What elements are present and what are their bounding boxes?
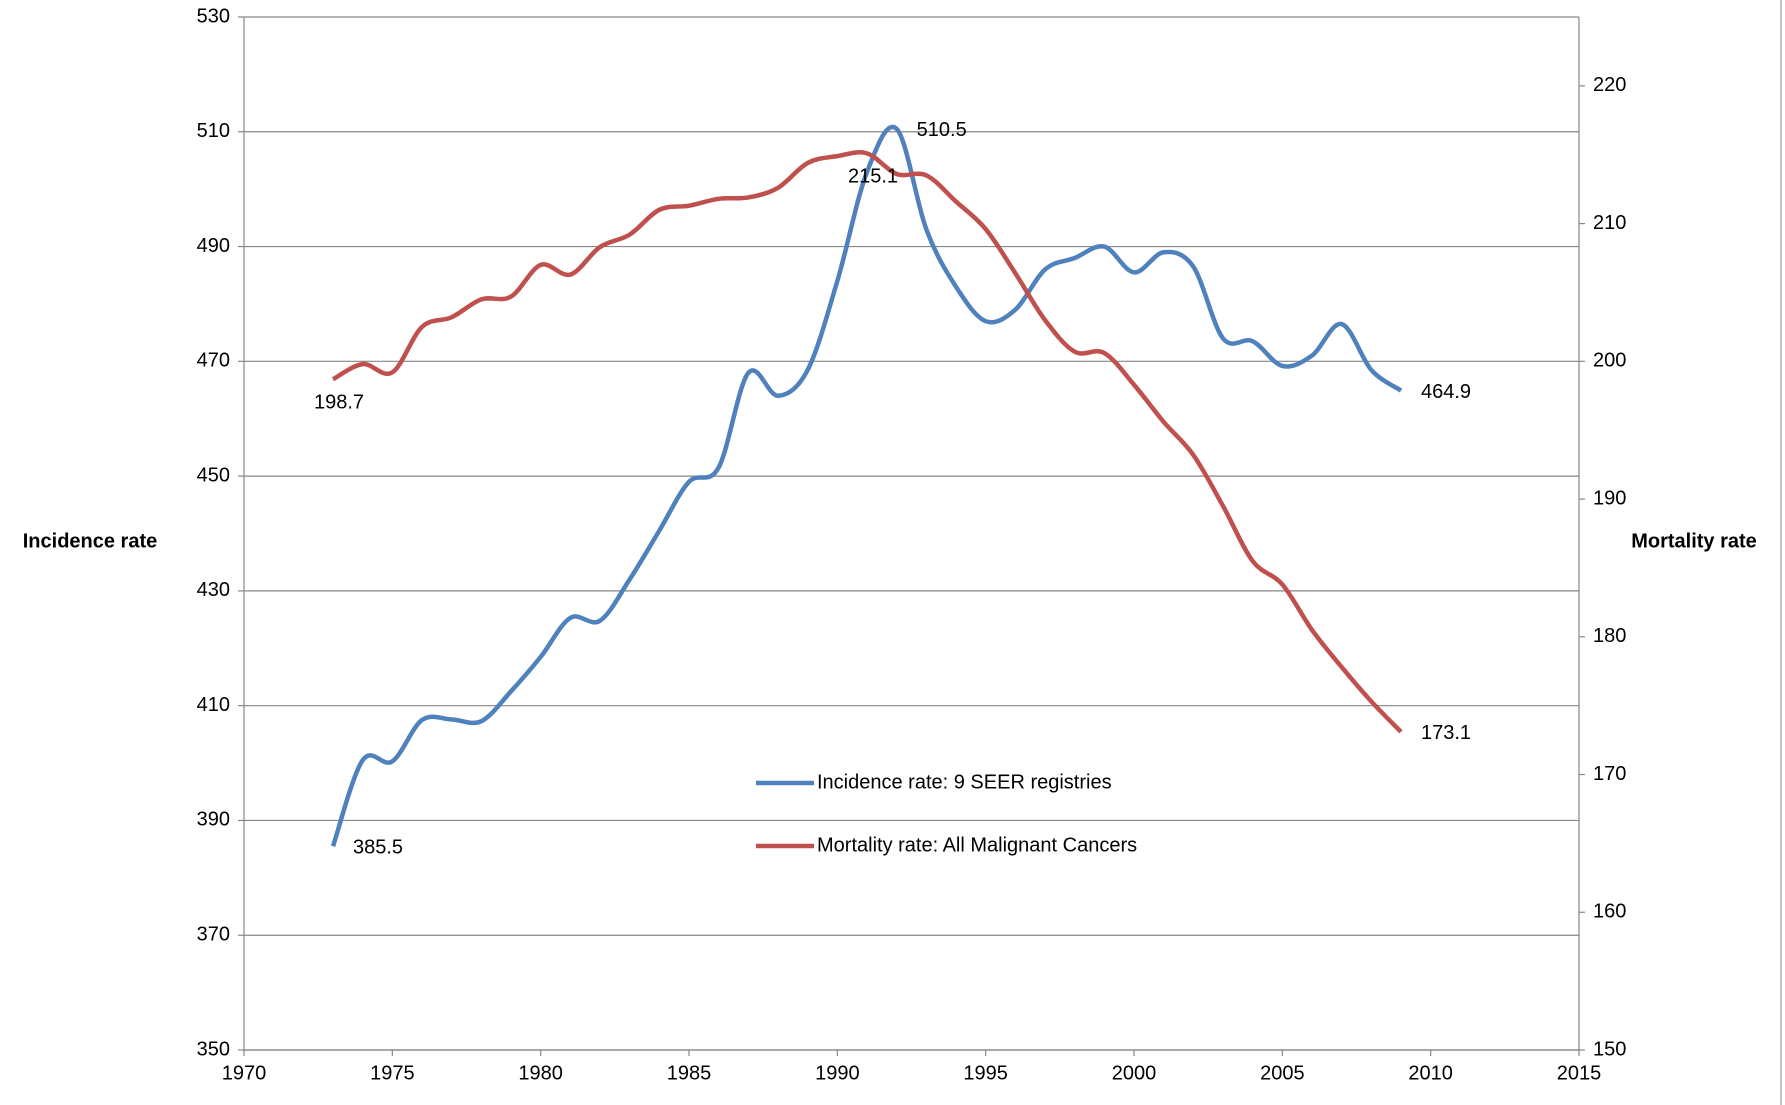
legend-label: Mortality rate: All Malignant Cancers [817, 834, 1137, 856]
x-tick-label: 1975 [370, 1062, 415, 1084]
y2-tick-label: 220 [1593, 74, 1626, 96]
x-tick-label: 2005 [1260, 1062, 1305, 1084]
x-tick-label: 2015 [1557, 1062, 1602, 1084]
y2-tick-label: 150 [1593, 1038, 1626, 1060]
data-label: 464.9 [1421, 381, 1471, 403]
series-line [330, 124, 1403, 848]
y-tick-label: 530 [197, 5, 230, 27]
y-tick-label: 490 [197, 235, 230, 257]
y2-tick-label: 200 [1593, 350, 1626, 372]
data-label: 215.1 [848, 166, 898, 188]
y2-tick-label: 190 [1593, 487, 1626, 509]
y-tick-label: 370 [197, 924, 230, 946]
data-label: 510.5 [917, 119, 967, 141]
y-tick-label: 350 [197, 1038, 230, 1060]
x-tick-label: 2000 [1112, 1062, 1157, 1084]
x-tick-label: 1970 [222, 1062, 267, 1084]
x-tick-label: 1990 [815, 1062, 860, 1084]
legend-label: Incidence rate: 9 SEER registries [817, 771, 1112, 793]
x-tick-label: 1995 [963, 1062, 1008, 1084]
data-label: 198.7 [314, 392, 364, 414]
y-tick-label: 430 [197, 579, 230, 601]
series-line [331, 150, 1403, 734]
y-tick-label: 510 [197, 120, 230, 142]
y-tick-label: 450 [197, 464, 230, 486]
x-tick-label: 2010 [1408, 1062, 1453, 1084]
y2-tick-label: 180 [1593, 625, 1626, 647]
x-tick-label: 1980 [518, 1062, 563, 1084]
data-label: 173.1 [1421, 722, 1471, 744]
x-tick-label: 1985 [667, 1062, 712, 1084]
y2-tick-label: 210 [1593, 212, 1626, 234]
data-label: 385.5 [353, 837, 403, 859]
y-tick-label: 410 [197, 694, 230, 716]
y2-tick-label: 160 [1593, 901, 1626, 923]
y2-tick-label: 170 [1593, 763, 1626, 785]
y-tick-label: 390 [197, 809, 230, 831]
y-tick-label: 470 [197, 350, 230, 372]
y2-axis-title: Mortality rate [1631, 530, 1757, 552]
y-axis-title: Incidence rate [23, 530, 158, 552]
